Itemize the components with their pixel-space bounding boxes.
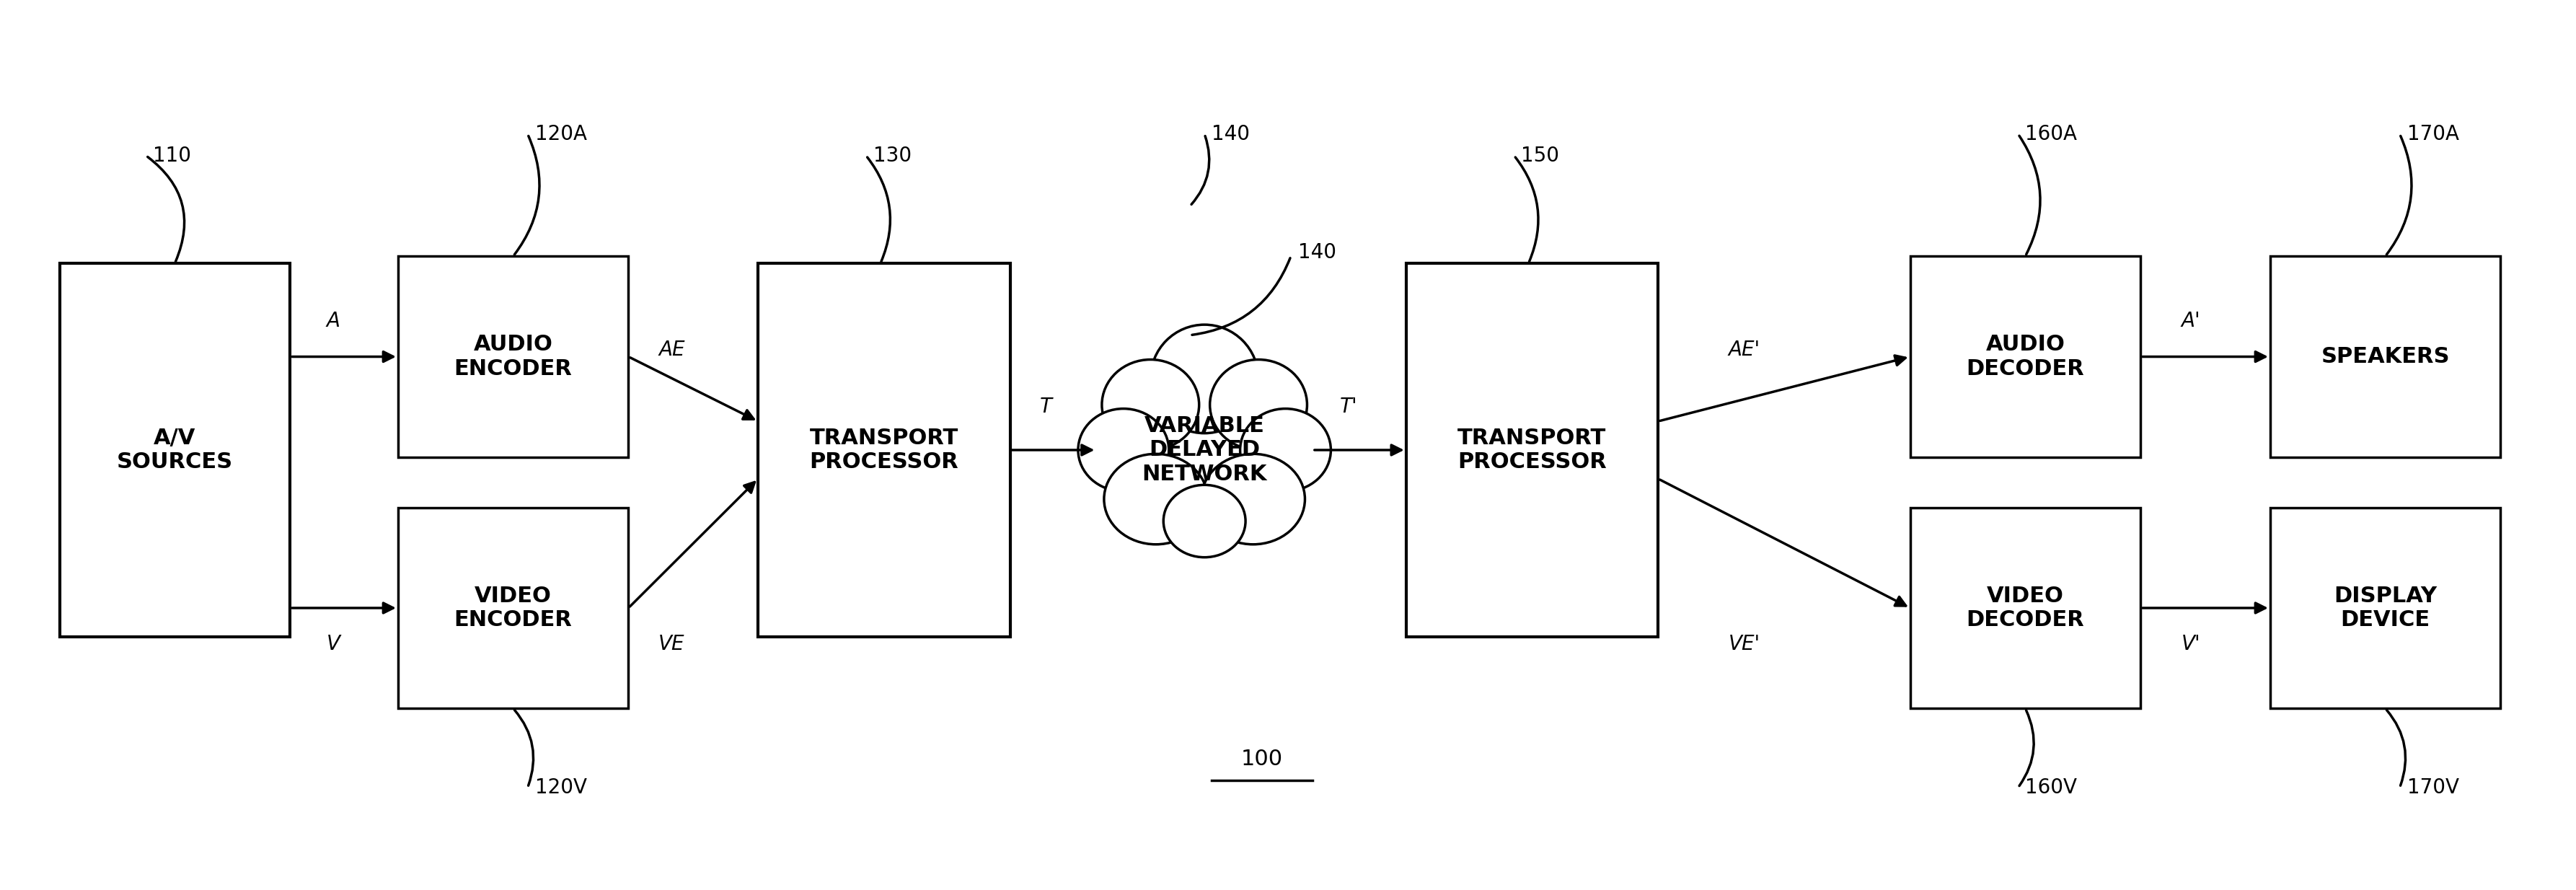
- Text: 120A: 120A: [536, 124, 587, 144]
- Text: A': A': [2182, 311, 2200, 331]
- Text: 110: 110: [152, 146, 191, 166]
- Bar: [399, 256, 629, 457]
- Text: T: T: [1041, 397, 1051, 417]
- Text: 100: 100: [1242, 748, 1283, 769]
- Text: AUDIO
DECODER: AUDIO DECODER: [1965, 334, 2084, 379]
- Bar: [1911, 256, 2141, 457]
- Ellipse shape: [1164, 485, 1247, 557]
- Text: VE: VE: [659, 634, 685, 654]
- Ellipse shape: [1103, 360, 1198, 450]
- Text: VE': VE': [1728, 634, 1759, 654]
- Text: VIDEO
DECODER: VIDEO DECODER: [1965, 586, 2084, 630]
- Ellipse shape: [1105, 454, 1208, 545]
- Text: AE': AE': [1728, 339, 1759, 360]
- Text: 120V: 120V: [536, 777, 587, 797]
- Text: V': V': [2182, 634, 2200, 654]
- Text: TRANSPORT
PROCESSOR: TRANSPORT PROCESSOR: [809, 427, 958, 473]
- Ellipse shape: [1239, 409, 1332, 491]
- Text: 170A: 170A: [2406, 124, 2460, 144]
- Text: A/V
SOURCES: A/V SOURCES: [116, 427, 232, 473]
- Bar: [399, 507, 629, 708]
- Text: VARIABLE
DELAYED
NETWORK: VARIABLE DELAYED NETWORK: [1141, 416, 1267, 485]
- Bar: [757, 263, 1010, 636]
- Bar: [1406, 263, 1659, 636]
- Text: A: A: [327, 311, 340, 331]
- Text: T': T': [1340, 397, 1358, 417]
- Text: AUDIO
ENCODER: AUDIO ENCODER: [453, 334, 572, 379]
- Text: SPEAKERS: SPEAKERS: [2321, 346, 2450, 368]
- Text: 160V: 160V: [2025, 777, 2076, 797]
- Text: 150: 150: [1522, 146, 1558, 166]
- Text: VIDEO
ENCODER: VIDEO ENCODER: [453, 586, 572, 630]
- Text: 170V: 170V: [2406, 777, 2460, 797]
- Text: 140: 140: [1211, 124, 1249, 144]
- Bar: [2269, 256, 2501, 457]
- Text: 130: 130: [873, 146, 912, 166]
- Text: V: V: [327, 634, 340, 654]
- Text: DISPLAY
DEVICE: DISPLAY DEVICE: [2334, 586, 2437, 630]
- Ellipse shape: [1200, 454, 1306, 545]
- Ellipse shape: [1079, 409, 1170, 491]
- Text: 160A: 160A: [2025, 124, 2076, 144]
- Text: 140: 140: [1298, 242, 1337, 263]
- Ellipse shape: [1151, 325, 1260, 433]
- Bar: [2269, 507, 2501, 708]
- Bar: [1911, 507, 2141, 708]
- Text: AE: AE: [659, 339, 685, 360]
- Bar: [59, 263, 291, 636]
- Ellipse shape: [1211, 360, 1306, 450]
- Text: TRANSPORT
PROCESSOR: TRANSPORT PROCESSOR: [1458, 427, 1607, 473]
